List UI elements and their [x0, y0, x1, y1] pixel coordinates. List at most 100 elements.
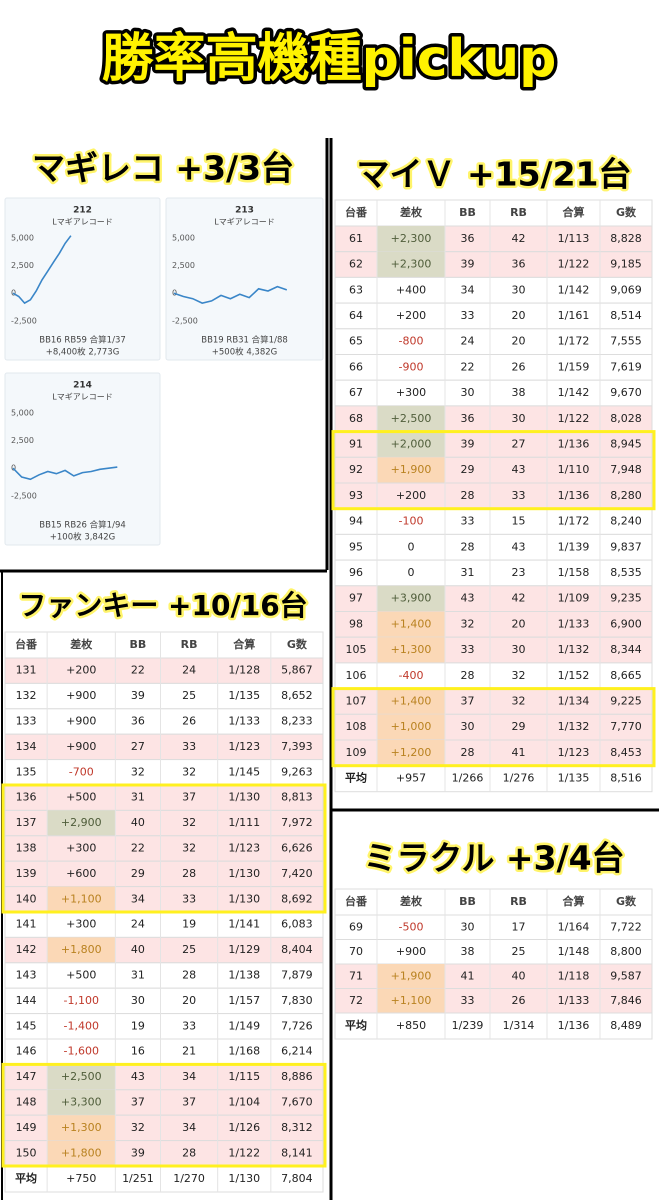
table-row [4, 1013, 324, 1040]
table-cell: 39 [131, 1146, 145, 1159]
table-cell: 1/138 [228, 969, 260, 982]
table-cell: 25 [512, 945, 526, 958]
table-cell: 28 [182, 969, 196, 982]
line [12, 466, 118, 481]
table-cell: 20 [182, 994, 196, 1007]
table-row [4, 835, 324, 862]
table-cell: 1/132 [558, 643, 590, 656]
table-cell: 40 [131, 816, 145, 829]
table-cell: 95 [349, 540, 363, 553]
table-cell: 9,837 [610, 540, 642, 553]
table-cell: 108 [346, 720, 367, 733]
cell-highlight [377, 964, 445, 989]
table-header [334, 888, 653, 916]
table-cell: 39 [131, 689, 145, 702]
table-cell: 140 [16, 892, 37, 905]
cell-highlight [377, 431, 445, 458]
table-cell: 25 [182, 943, 196, 956]
table-cell: 1/110 [558, 463, 590, 476]
footer-cell: 8,489 [610, 1019, 642, 1032]
card-name: Lマギアレコード [52, 393, 112, 402]
table-cell: 1/158 [558, 566, 590, 579]
table-cell: 1/142 [558, 386, 590, 399]
table-cell: 33 [461, 643, 475, 656]
table-cell: 7,846 [610, 994, 642, 1007]
y-tick-label: 5,000 [11, 233, 34, 242]
table-cell: 150 [16, 1146, 37, 1159]
table-cell: -800 [399, 335, 424, 348]
table-cell: 24 [461, 335, 475, 348]
table-row [4, 657, 324, 684]
table-cell: 24 [182, 664, 196, 677]
table-cell: 8,800 [610, 945, 642, 958]
cell-highlight [377, 740, 445, 766]
header-cell: BB [130, 638, 147, 651]
table-cell: -1,400 [64, 1019, 99, 1032]
table-cell: 39 [461, 258, 475, 271]
cell-highlight [47, 886, 116, 912]
table-cell: 8,886 [281, 1070, 313, 1083]
table-cell: 7,948 [610, 463, 642, 476]
table-row [334, 276, 653, 304]
table-cell: 144 [16, 994, 37, 1007]
table-row [4, 708, 324, 735]
header-cell: G数 [616, 205, 637, 219]
table-cell: 26 [182, 715, 196, 728]
table-cell: 32 [131, 1121, 145, 1134]
table-cell: 1/122 [558, 258, 590, 271]
table-cell: +2,500 [61, 1070, 102, 1083]
table-cell: 17 [512, 920, 526, 933]
cell-highlight [377, 988, 445, 1013]
table-row [4, 987, 324, 1015]
cell-highlight [377, 457, 445, 483]
card-caption: BB19 RB31 合算1/88 [201, 335, 288, 346]
table-cell: 29 [461, 463, 475, 476]
header-cell: 差枚 [400, 894, 423, 908]
table-cell: +3,900 [391, 592, 432, 605]
table-cell: 32 [131, 765, 145, 778]
table-cell: 1/130 [228, 867, 260, 880]
table-cell: 36 [461, 232, 475, 245]
table-cell: 94 [349, 515, 363, 528]
table-cell: 32 [512, 669, 526, 682]
card-number: 212 [73, 206, 92, 216]
table-cell: 28 [461, 489, 475, 502]
table-cell: 21 [182, 1045, 196, 1058]
table-cell: 33 [461, 515, 475, 528]
table-cell: +500 [66, 791, 96, 804]
card-number: 213 [235, 206, 254, 216]
table-cell: 146 [16, 1045, 37, 1058]
table-cell: 31 [131, 969, 145, 982]
table-cell: 1/128 [228, 664, 260, 677]
table-cell: 26 [512, 360, 526, 373]
table-cell: 19 [182, 918, 196, 931]
table-cell: +900 [66, 689, 96, 702]
card-name: Lマギアレコード [214, 218, 274, 227]
table-cell: 105 [346, 643, 367, 656]
table-cell: 1/136 [558, 437, 590, 450]
table-cell: 1/133 [228, 715, 260, 728]
highlight-box [331, 687, 656, 768]
table-cell: 8,344 [610, 643, 642, 656]
table-cell: 42 [512, 592, 526, 605]
table-cell: 1/172 [558, 515, 590, 528]
table-cell: 1/139 [558, 540, 590, 553]
table-cell: -500 [399, 920, 424, 933]
cell-highlight [47, 1115, 116, 1141]
table-cell: 1/133 [558, 994, 590, 1007]
table-cell: 36 [512, 258, 526, 271]
table-cell: 37 [461, 694, 475, 707]
header-cell: 合算 [563, 894, 585, 908]
header-cell: 合算 [233, 637, 255, 651]
cell-highlight [47, 810, 116, 836]
header-cell: BB [459, 206, 476, 219]
table-cell: 42 [512, 232, 526, 245]
table-cell: 20 [512, 335, 526, 348]
table-cell: 0 [408, 540, 415, 553]
table-row [4, 759, 324, 786]
table-row [334, 533, 653, 561]
table-cell: 8,945 [610, 437, 642, 450]
table-cell: 7,555 [610, 335, 642, 348]
table-cell: 8,280 [610, 489, 642, 502]
table-cell: 8,240 [610, 515, 642, 528]
